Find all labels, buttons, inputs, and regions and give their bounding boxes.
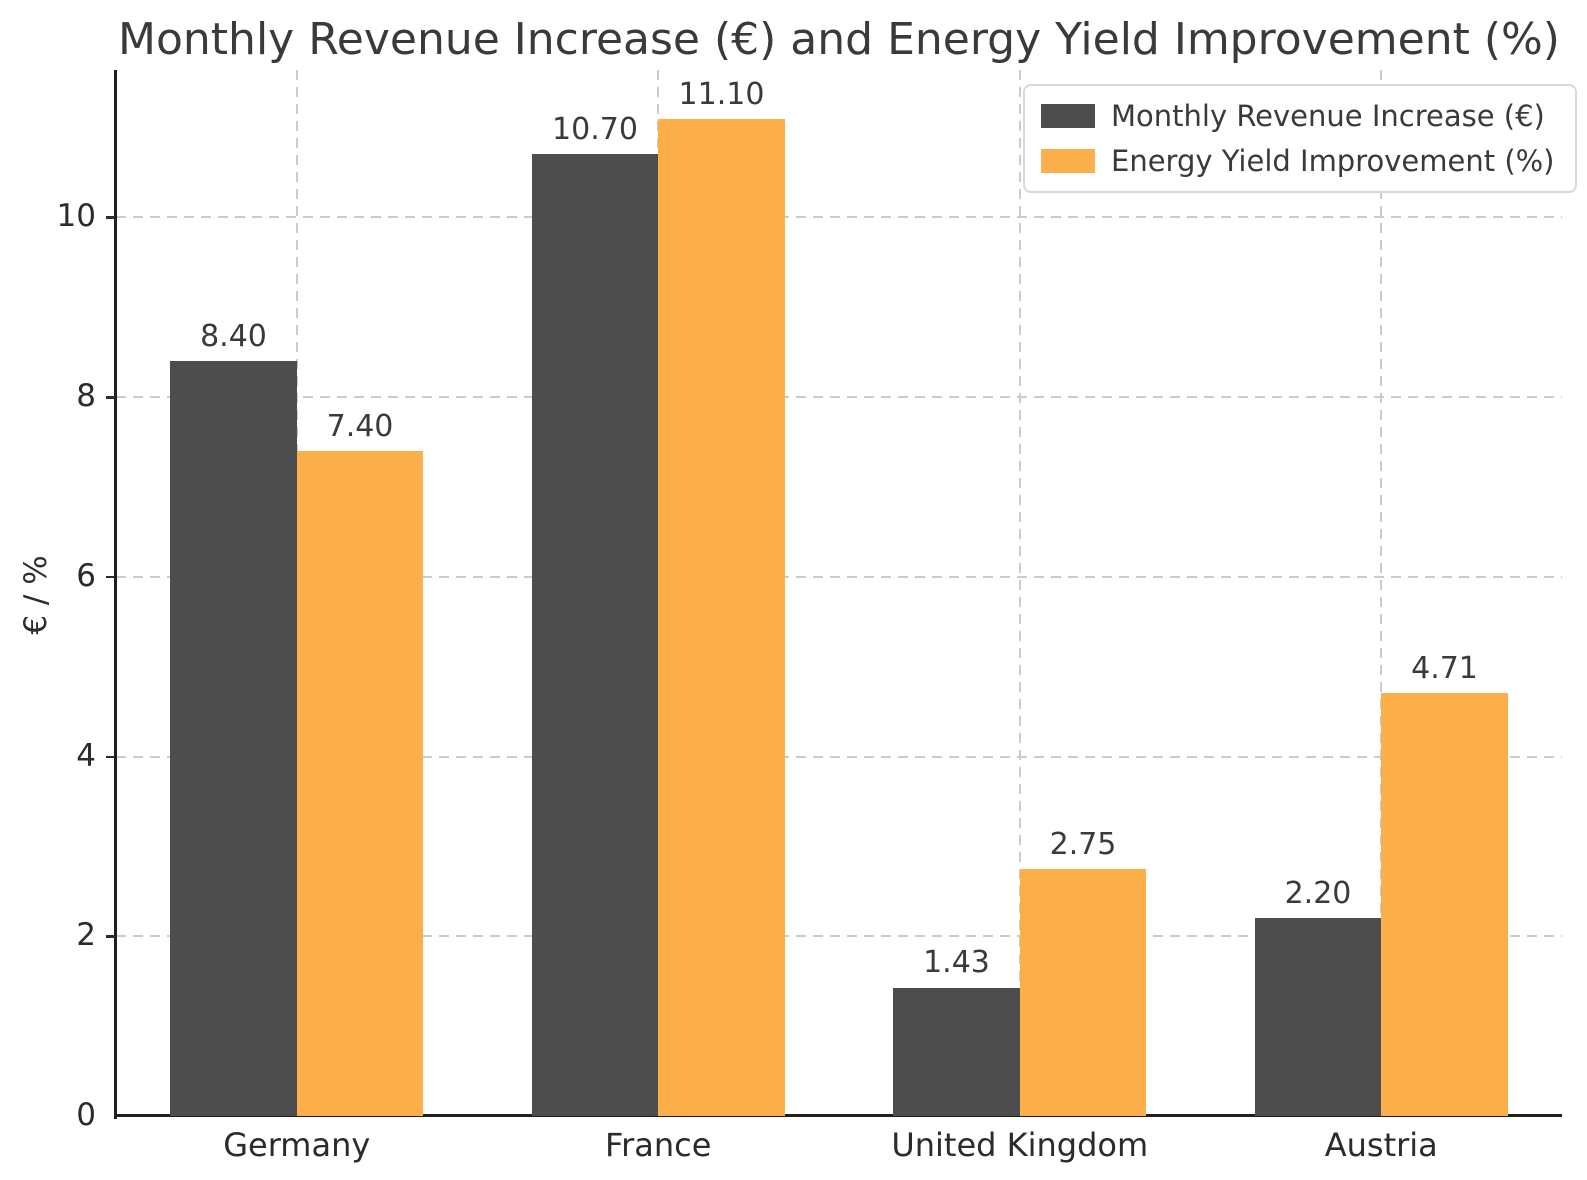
x-axis-spine [114, 1114, 1562, 1117]
legend-item: Monthly Revenue Increase (€) [1041, 99, 1555, 133]
legend-label: Energy Yield Improvement (%) [1111, 144, 1555, 178]
x-tick-label-united-kingdom: United Kingdom [891, 1126, 1149, 1164]
legend-label: Monthly Revenue Increase (€) [1111, 99, 1545, 133]
legend-item: Energy Yield Improvement (%) [1041, 144, 1555, 178]
y-tick-mark [106, 396, 115, 399]
bar-value-label: 4.71 [1411, 650, 1478, 686]
gridline-vertical [1018, 70, 1021, 1116]
bar-value-label: 8.40 [200, 319, 267, 355]
x-tick-label-france: France [605, 1126, 712, 1164]
bar-yield-germany [296, 451, 424, 1116]
gridline-horizontal [116, 396, 1562, 399]
y-tick-mark [106, 575, 115, 579]
bar-revenue-austria [1254, 918, 1382, 1116]
gridline-vertical [1380, 70, 1383, 1116]
bar-revenue-france [531, 154, 659, 1116]
legend-swatch-icon [1041, 149, 1095, 173]
bar-value-label: 10.70 [552, 112, 638, 148]
y-tick-label: 10 [56, 198, 96, 235]
bar-yield-united-kingdom [1019, 868, 1147, 1116]
x-tick-label-austria: Austria [1324, 1126, 1438, 1164]
bar-value-label: 7.40 [326, 409, 394, 445]
y-tick-label: 0 [76, 1097, 96, 1133]
bar-value-label: 11.10 [678, 76, 765, 112]
y-tick-mark [106, 935, 115, 938]
y-tick-label: 4 [76, 737, 96, 774]
bar-yield-france [658, 118, 785, 1116]
gridline-horizontal [116, 755, 1562, 758]
y-tick-label: 8 [76, 378, 96, 415]
gridline-horizontal [116, 216, 1562, 219]
gridline-horizontal [116, 935, 1562, 938]
y-tick-mark [106, 755, 115, 759]
bar-value-label: 1.43 [923, 945, 990, 981]
bar-value-label: 2.75 [1049, 826, 1117, 862]
gridline-horizontal [116, 575, 1562, 578]
chart-title: Monthly Revenue Increase (€) and Energy … [118, 14, 1560, 65]
y-axis-label: € / % [18, 555, 54, 635]
y-axis-spine [114, 70, 117, 1119]
x-tick-label-germany: Germany [223, 1126, 371, 1164]
y-tick-mark [106, 216, 115, 219]
y-tick-label: 6 [76, 557, 96, 594]
y-tick-label: 2 [76, 917, 96, 954]
legend-swatch-icon [1041, 104, 1095, 128]
bar-revenue-germany [170, 361, 297, 1116]
bar-yield-austria [1381, 692, 1508, 1116]
plot-area: 8.40 7.40 10.70 11.10 1.43 2.75 2.20 4.71 [116, 70, 1562, 1116]
bar-revenue-united-kingdom [893, 987, 1020, 1116]
legend: Monthly Revenue Increase (€) Energy Yield… [1023, 84, 1577, 193]
bar-value-label: 2.20 [1284, 876, 1352, 912]
